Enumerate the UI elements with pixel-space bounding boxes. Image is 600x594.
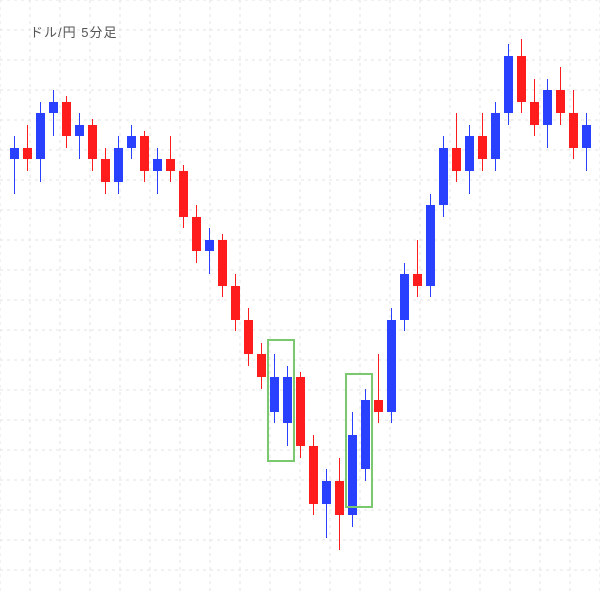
candle-body (218, 240, 227, 286)
candle-body (205, 240, 214, 251)
candle-body (491, 113, 500, 159)
candle-body (452, 148, 461, 171)
candle-body (569, 113, 578, 147)
candle-body (374, 400, 383, 411)
candle-body (387, 320, 396, 412)
candle-body (101, 159, 110, 182)
candle-wick (378, 354, 379, 423)
candle-body (400, 274, 409, 320)
candle-body (23, 148, 32, 159)
candle-body (244, 320, 253, 354)
candle-body (153, 159, 162, 170)
candle-wick (157, 148, 158, 194)
candle-body (166, 159, 175, 170)
candle-body (10, 148, 19, 159)
candle-body (504, 56, 513, 113)
candle-body (88, 125, 97, 159)
candle-body (140, 136, 149, 170)
candle-body (413, 274, 422, 285)
candle-body (426, 205, 435, 285)
candle-body (465, 136, 474, 170)
candle-body (114, 148, 123, 182)
candle-body (192, 217, 201, 251)
candle-body (556, 90, 565, 113)
candle-body (335, 481, 344, 515)
candle-body (582, 125, 591, 148)
candle-wick (209, 228, 210, 274)
highlight-box (267, 339, 295, 462)
candle-body (75, 125, 84, 136)
candle-wick (53, 90, 54, 136)
candle-body (309, 446, 318, 503)
candle-wick (326, 469, 327, 538)
chart-title: ドル/円 5分足 (30, 22, 117, 41)
candle-body (517, 56, 526, 102)
candle-body (62, 102, 71, 136)
candle-body (231, 286, 240, 320)
candle-body (296, 377, 305, 446)
candle-wick (417, 240, 418, 297)
candle-wick (14, 136, 15, 193)
candle-body (439, 148, 448, 205)
candle-body (543, 90, 552, 124)
candle-body (36, 113, 45, 159)
highlight-box (345, 373, 373, 507)
candle-body (127, 136, 136, 147)
candle-body (478, 136, 487, 159)
candle-body (179, 171, 188, 217)
candle-wick (79, 113, 80, 159)
candlestick-chart: ドル/円 5分足 (0, 0, 600, 594)
candle-body (530, 102, 539, 125)
candle-body (49, 102, 58, 113)
candle-body (257, 354, 266, 377)
candle-body (322, 481, 331, 504)
